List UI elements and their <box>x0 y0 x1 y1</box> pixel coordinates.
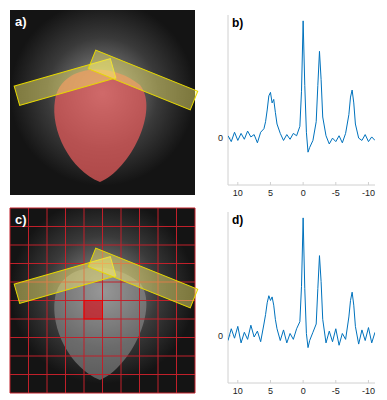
x-tick <box>335 182 336 185</box>
y-tick-label: 0 <box>218 133 223 143</box>
x-tick-label: 10 <box>233 386 243 396</box>
y-axis <box>228 15 229 185</box>
spectrum-chart: 10 5 0 -5 -10 0 b) <box>218 15 375 198</box>
image-panel: c) <box>10 208 198 393</box>
spectrum-line <box>228 218 375 348</box>
x-tick-label: 0 <box>301 188 306 198</box>
mri-background <box>10 208 195 393</box>
voxel-grid <box>139 208 140 393</box>
voxel-grid <box>10 337 195 338</box>
x-tick <box>303 380 304 383</box>
x-tick <box>270 380 271 383</box>
selected-voxel <box>84 301 103 320</box>
voxel-grid <box>10 356 195 357</box>
x-tick-label: -10 <box>362 386 375 396</box>
x-tick-label: -10 <box>362 188 375 198</box>
x-tick <box>368 182 369 185</box>
x-tick-label: -5 <box>332 386 340 396</box>
saturation-band <box>88 50 197 110</box>
x-tick-label: 5 <box>268 188 273 198</box>
x-axis <box>228 383 375 384</box>
x-tick <box>303 182 304 185</box>
mri-background <box>10 10 195 195</box>
panel-label: c) <box>15 212 27 227</box>
panel-label: b) <box>232 16 243 30</box>
x-tick-label: 0 <box>301 386 306 396</box>
voxel-grid <box>10 393 195 394</box>
voxel-grid <box>158 208 159 393</box>
saturation-band <box>88 248 197 308</box>
x-tick <box>270 182 271 185</box>
x-axis <box>228 185 375 186</box>
x-tick <box>237 182 238 185</box>
image-panel: a) <box>10 10 198 195</box>
y-axis <box>228 212 229 383</box>
x-tick <box>368 380 369 383</box>
voxel-grid <box>10 374 195 375</box>
x-tick <box>335 380 336 383</box>
x-tick-label: 10 <box>233 188 243 198</box>
spectrum-line <box>228 21 375 152</box>
panel-label: a) <box>15 14 27 29</box>
voxel-grid <box>195 208 196 393</box>
x-tick <box>237 380 238 383</box>
y-tick-label: 0 <box>218 331 223 341</box>
plot-area <box>228 218 375 348</box>
panel-label: d) <box>232 213 243 227</box>
spectrum-chart: 10 5 0 -5 -10 0 d) <box>218 212 375 396</box>
voxel-grid <box>121 208 122 393</box>
x-tick-label: -5 <box>332 188 340 198</box>
plot-area <box>228 21 375 152</box>
x-tick-label: 5 <box>268 386 273 396</box>
